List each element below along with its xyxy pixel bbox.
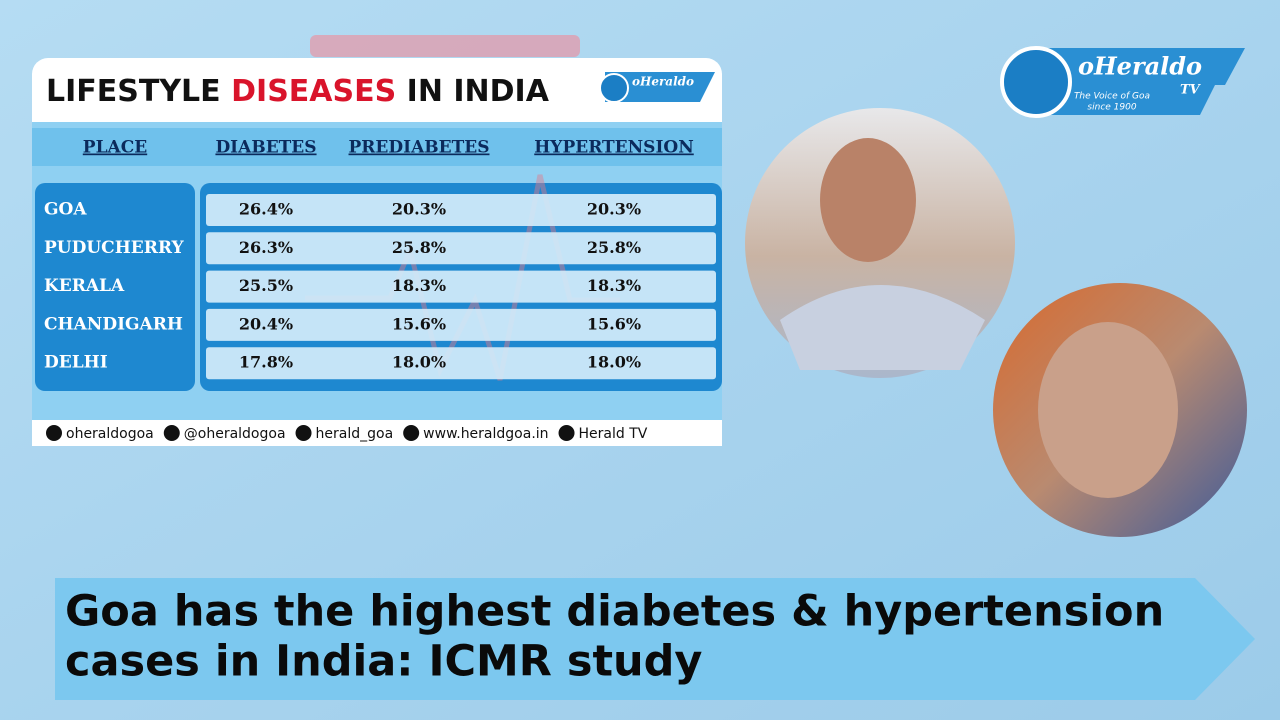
value-cell: 20.3% [392,200,446,219]
social-handle: oheraldogoa [66,426,154,442]
card-header [32,58,722,122]
value-cell: 18.0% [392,353,446,372]
value-cell: 25.5% [239,276,293,295]
value-cell: 20.3% [587,200,641,219]
footer-bar [32,420,722,446]
social-icon [163,425,180,441]
header-row [32,128,722,166]
value-cell: 26.4% [239,200,293,219]
social-icon [403,425,420,441]
caption-line: Goa has the highest diabetes & hypertens… [65,587,1164,637]
value-row [206,308,716,341]
social-icon [558,425,575,441]
column-header: DIABETES [215,138,316,158]
value-cell: 26.3% [239,238,293,257]
social-handle: Herald TV [579,426,648,442]
table: PLACE DIABETES PREDIABETES HYPERTENSION GOA 2… [44,138,716,380]
social-icon [295,425,312,441]
logo-banner [605,72,715,102]
card-logo: oHeraldo [599,72,715,103]
value-cell: 17.8% [239,353,293,372]
value-cell: 25.8% [587,238,641,257]
footer: oheraldogoa @oheraldogoa herald_goa www.her… [46,425,648,442]
caption-line: cases in India: ICMR study [65,637,702,687]
column-header: PLACE [83,138,147,158]
social-handle: www.heraldgoa.in [423,426,548,442]
value-cell: 20.4% [239,314,293,333]
place-cell: CHANDIGARH [44,314,183,334]
place-cell: PUDUCHERRY [44,238,184,258]
guest-face-1 [820,138,916,262]
social-handle: @oheraldogoa [184,426,286,442]
column-header: HYPERTENSION [534,138,694,158]
caption-banner [55,578,1255,700]
blurred-banner [310,35,580,57]
social-icon [46,425,62,441]
logo-tagline: The Voice of Goa [1074,92,1150,102]
value-row [206,347,716,380]
value-row [206,194,716,226]
title: LIFESTYLE DISEASES IN INDIA [46,74,550,109]
value-cell: 15.6% [587,314,641,333]
place-column [35,183,195,391]
logo-since: since 1900 [1087,103,1136,113]
value-cell: 15.6% [392,314,446,333]
logo-name: oHeraldo [632,75,694,89]
place-cell: DELHI [44,353,108,373]
value-cell: 18.0% [587,353,641,372]
social-handle: herald_goa [316,426,394,442]
logo-globe [1000,46,1072,118]
value-cell: 18.3% [392,276,446,295]
channel-logo: oHeraldo TV The Voice of Goa since 1900 [1000,46,1245,118]
place-cell: KERALA [44,276,125,296]
logo-name: oHeraldo [1078,52,1202,81]
column-header: PREDIABETES [349,138,490,158]
logo-banner [1030,48,1245,115]
value-cell: 18.3% [587,276,641,295]
guest-face-2 [1038,322,1178,498]
logo-globe [599,73,629,103]
place-cell: GOA [44,200,87,220]
guest-shirt-1 [780,285,985,370]
value-row [206,270,716,303]
value-row [206,232,716,265]
value-cell: 25.8% [392,238,446,257]
logo-suffix: TV [1180,83,1202,98]
